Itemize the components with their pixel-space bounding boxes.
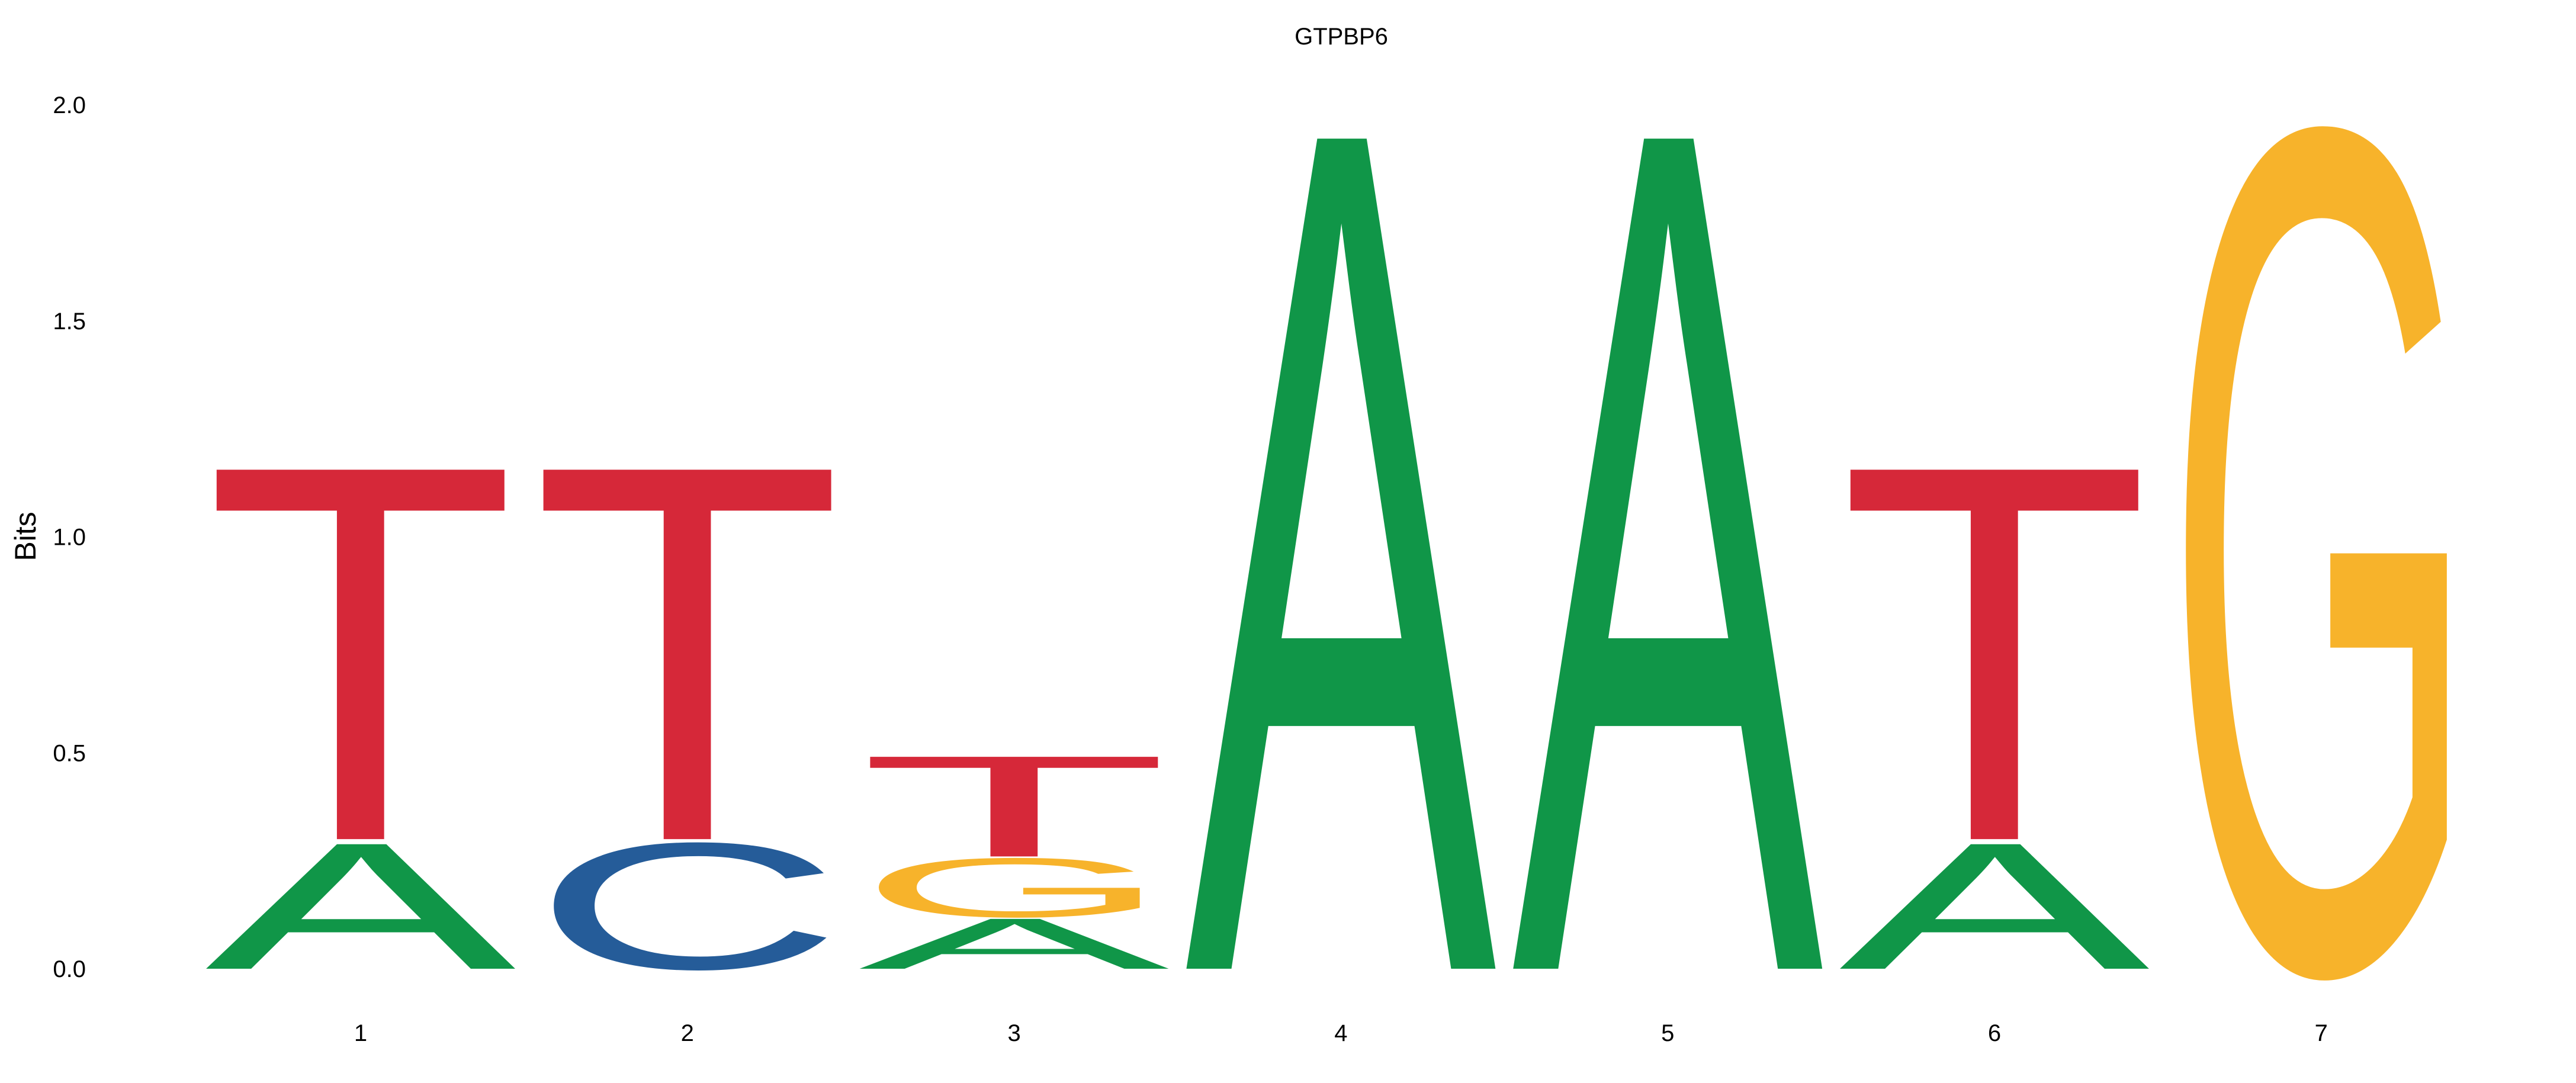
x-tick-label: 1 [354, 1020, 367, 1046]
letter: T [1839, 353, 2150, 953]
letter: T [205, 353, 516, 953]
x-tick-label: 6 [1988, 1020, 2001, 1046]
y-tick-label: 1.0 [53, 525, 86, 551]
x-tick-label: 2 [681, 1020, 694, 1046]
letter: A [1186, 0, 1499, 1083]
chart-title: GTPBP6 [1295, 24, 1388, 50]
letter: T [532, 353, 843, 953]
x-tick-label: 5 [1661, 1020, 1674, 1046]
letter: T [859, 725, 1170, 887]
letter: C [532, 805, 843, 1007]
y-axis-label: Bits [9, 512, 42, 561]
letter: A [205, 805, 519, 1007]
y-tick-label: 2.0 [53, 92, 86, 118]
x-tick-label: 7 [2315, 1020, 2328, 1046]
y-tick-label: 0.0 [53, 956, 86, 982]
y-tick-label: 0.5 [53, 740, 86, 766]
y-tick-label: 1.5 [53, 308, 86, 335]
letter: A [1839, 805, 2153, 1007]
x-tick-label: 4 [1334, 1020, 1347, 1046]
letter: A [1512, 0, 1826, 1083]
x-tick-label: 3 [1007, 1020, 1020, 1046]
letter: G [859, 841, 1170, 935]
letter: A [859, 903, 1171, 984]
letter: G [2166, 0, 2477, 1083]
